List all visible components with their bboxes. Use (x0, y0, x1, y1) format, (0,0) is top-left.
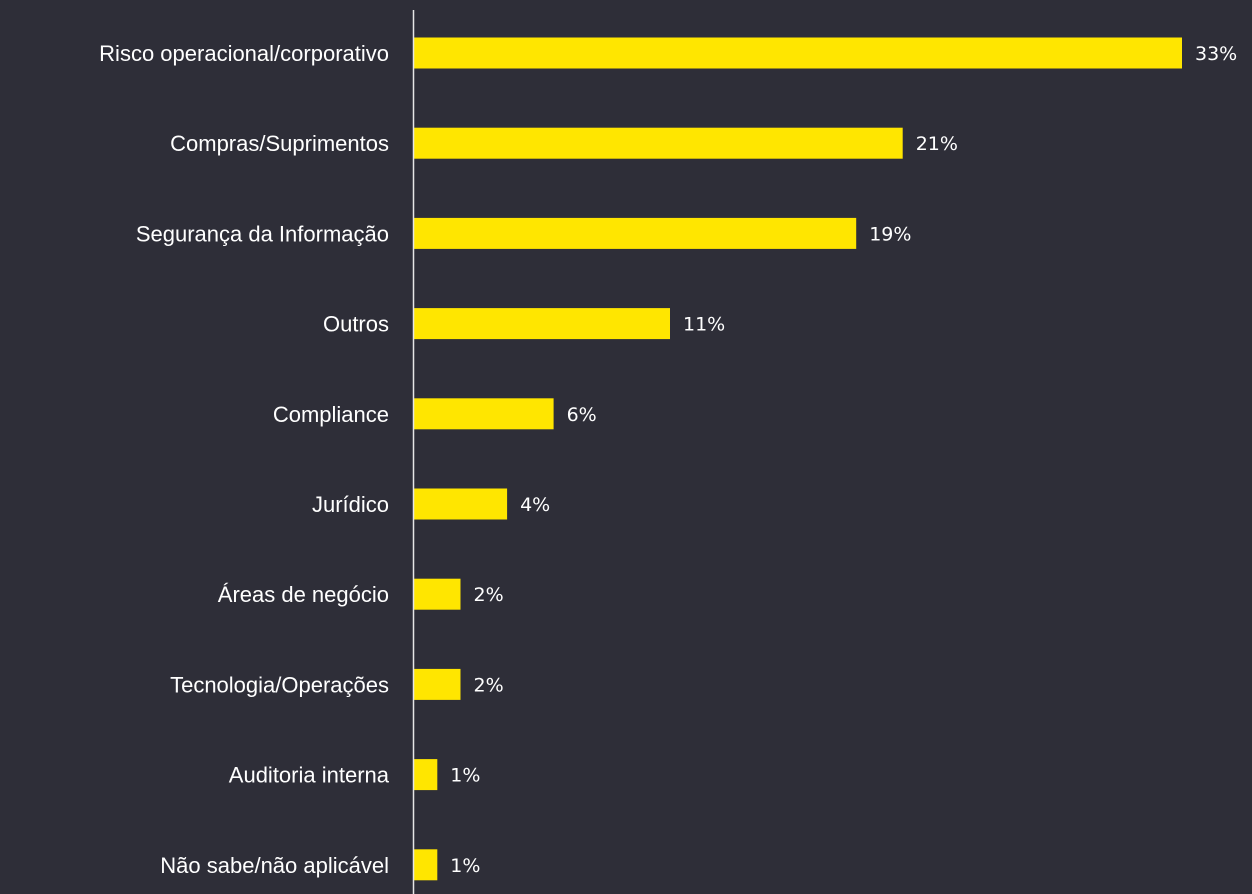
value-label: 11% (683, 314, 725, 336)
bar (414, 127, 903, 159)
bar (414, 668, 461, 700)
bar (414, 849, 438, 881)
bar (414, 578, 461, 610)
category-label: Jurídico (312, 492, 389, 517)
value-label: 2% (474, 584, 504, 606)
category-label: Tecnologia/Operações (170, 672, 389, 697)
bar (414, 398, 554, 430)
value-label: 21% (916, 133, 958, 155)
value-label: 6% (567, 404, 597, 426)
category-label: Outros (323, 312, 389, 337)
bar (414, 488, 508, 520)
value-labels-group: 33% 21% 19% 11% 6% 4% 2% 2% 1% 1% (450, 43, 1237, 877)
category-label: Não sabe/não aplicável (160, 853, 389, 878)
category-label: Compras/Suprimentos (170, 131, 389, 156)
category-labels-group: Risco operacional/corporativo Compras/Sup… (99, 41, 390, 878)
bar (414, 217, 857, 249)
bar (414, 759, 438, 791)
category-label: Risco operacional/corporativo (99, 41, 389, 66)
category-label: Áreas de negócio (218, 582, 389, 607)
category-label: Compliance (273, 402, 389, 427)
bars-group (414, 37, 1182, 881)
value-label: 4% (520, 494, 550, 516)
bar (414, 308, 670, 340)
value-label: 2% (474, 674, 504, 696)
category-label: Segurança da Informação (136, 221, 389, 246)
value-label: 1% (450, 855, 480, 877)
value-label: 33% (1195, 43, 1237, 65)
category-label: Auditoria interna (229, 763, 390, 788)
value-label: 19% (869, 223, 911, 245)
value-label: 1% (450, 765, 480, 787)
bar (414, 37, 1182, 69)
